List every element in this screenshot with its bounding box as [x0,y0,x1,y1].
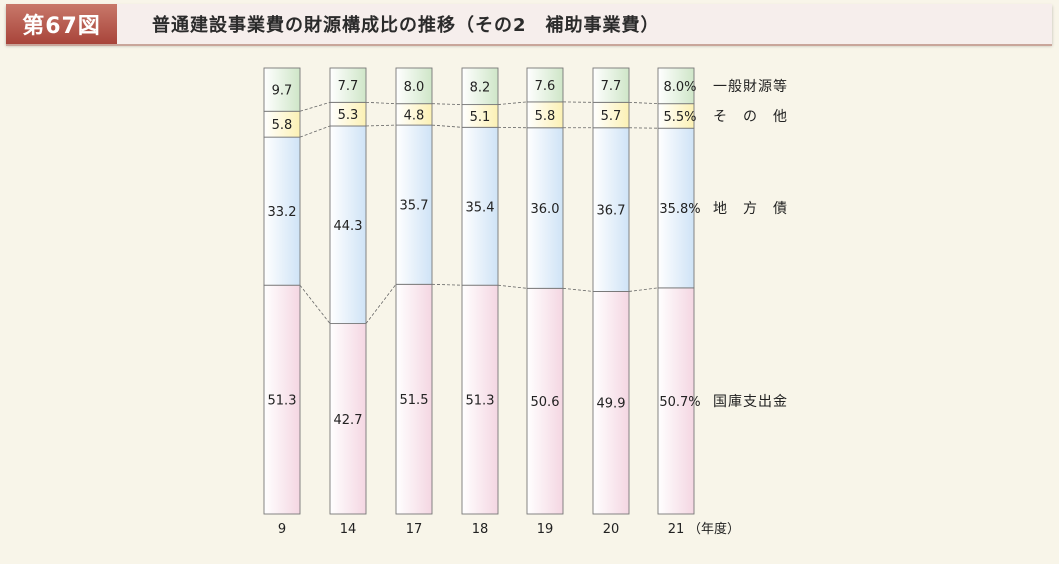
data-label: 8.0% [663,80,696,95]
data-label: 5.3 [338,108,359,123]
data-label: 35.8% [659,202,700,217]
bar-segment [657,67,695,105]
x-tick-label: 17 [406,522,423,537]
x-tick-label: 20 [603,522,620,537]
x-tick-label: 19 [537,522,554,537]
connector-line [628,287,659,292]
data-label: 35.7 [400,199,429,214]
connector-line [299,101,331,112]
connector-line [497,284,528,289]
connector-line [628,101,659,105]
bar-segment [657,287,695,515]
data-label: 51.5 [400,393,429,408]
bar-segment [592,101,630,129]
bar-segment [461,126,499,286]
x-tick-label: 9 [278,522,286,537]
connector-line [365,101,397,105]
bar-segment [263,284,301,515]
data-label: 51.3 [268,394,297,409]
data-label: 7.7 [601,79,622,94]
data-label: 36.7 [597,204,626,219]
connector-line [299,284,331,324]
data-label: 5.5% [663,110,696,125]
data-label: 33.2 [268,205,297,220]
x-tick-label: 18 [472,522,489,537]
bar-segment [395,67,433,105]
connector-line [431,103,463,105]
series-label: 地 方 債 [713,201,788,217]
bar-segment [657,127,695,289]
data-label: 51.3 [466,394,495,409]
bar-segment [329,67,367,103]
series-label: 国庫支出金 [713,393,788,410]
bar-segment [395,283,433,515]
x-tick-label: 14 [340,522,357,537]
bar-segment [657,103,695,129]
figure-number-badge: 第67図 [6,4,117,44]
x-tick-label: 21 [668,522,685,537]
data-label: 5.7 [601,109,622,124]
bar-segment [461,67,499,106]
data-label: 50.7% [659,395,700,410]
series-label: そ の 他 [713,109,788,125]
x-axis-unit-label: （年度） [688,521,740,537]
data-label: 35.4 [466,200,495,215]
connector-line [562,287,594,292]
data-label: 5.1 [470,110,491,125]
bar-segment [329,323,367,515]
data-label: 8.2 [470,80,491,95]
connector-line [365,124,397,127]
data-label: 7.7 [338,79,359,94]
data-label: 42.7 [334,413,363,428]
data-label: 4.8 [404,108,425,123]
connector-line [431,283,463,286]
series-label: 一般財源等 [713,78,788,95]
connector-line [497,101,528,105]
header-divider [6,44,1052,46]
bar-segment [395,124,433,285]
figure-title: 普通建設事業費の財源構成比の推移（その2 補助事業費） [152,15,660,36]
data-label: 44.3 [334,219,363,234]
data-label: 5.8 [272,118,293,133]
bar-segment [329,125,367,325]
connector-line [365,284,397,324]
bar-segment [461,284,499,515]
bar-segment [526,287,564,515]
data-label: 7.6 [535,79,556,94]
data-label: 5.8 [535,109,556,124]
data-label: 49.9 [597,397,626,412]
connector-line [431,124,463,128]
bar-segment [592,290,630,515]
data-label: 9.7 [272,84,293,99]
connector-line [299,125,331,138]
bar-segment [526,127,564,289]
bar-segment [526,67,564,103]
figure-header: 第67図 普通建設事業費の財源構成比の推移（その2 補助事業費） [6,4,1052,44]
bar-segment [592,67,630,103]
data-label: 8.0 [404,80,425,95]
data-label: 50.6 [531,395,560,410]
data-label: 36.0 [531,202,560,217]
bar-segment [263,67,301,112]
